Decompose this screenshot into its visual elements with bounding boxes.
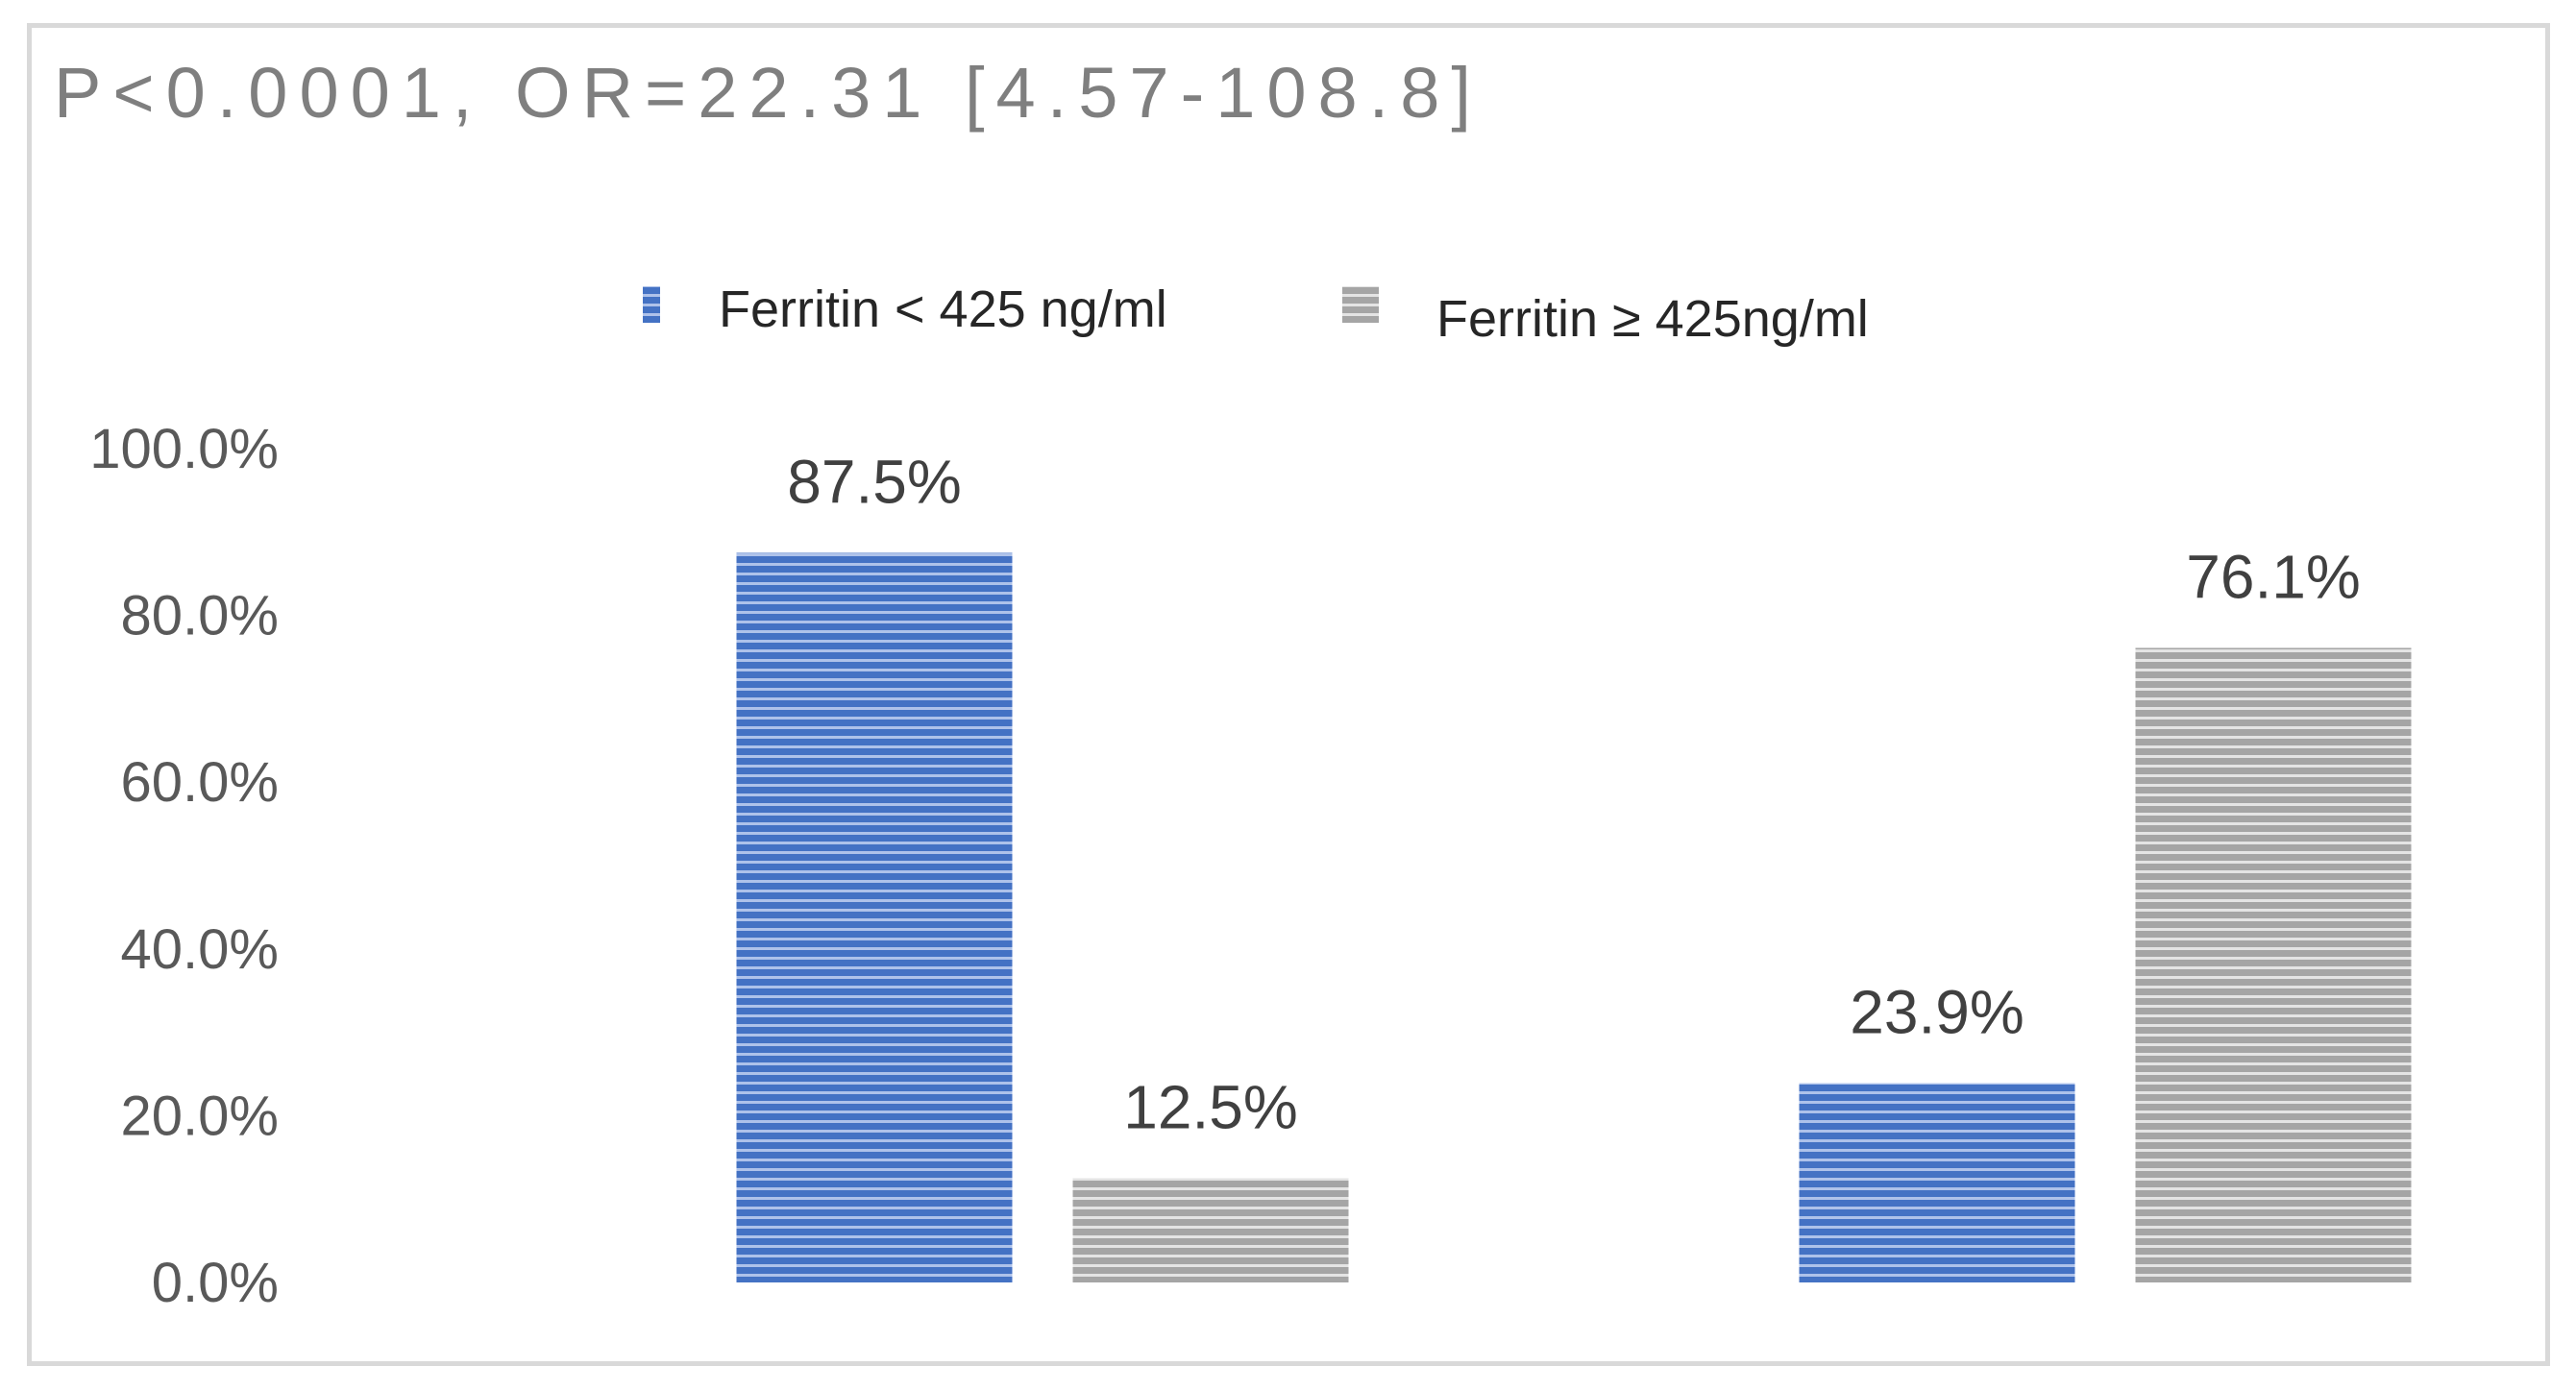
legend-swatch-series-2 bbox=[1342, 286, 1379, 323]
data-label-series-1-group-1: 87.5% bbox=[787, 448, 961, 517]
chart-frame bbox=[27, 23, 2550, 1366]
bar-series-1-group-1 bbox=[736, 552, 1013, 1282]
y-tick-label: 40.0% bbox=[121, 918, 279, 981]
data-label-series-2-group-2: 76.1% bbox=[2186, 542, 2360, 611]
legend-label-series-1: Ferritin < 425 ng/ml bbox=[719, 281, 1167, 338]
y-tick-label: 0.0% bbox=[152, 1252, 279, 1314]
chart-title: P<0.0001, OR=22.31 [4.57-108.8] bbox=[54, 53, 1483, 133]
y-tick-label: 20.0% bbox=[121, 1085, 279, 1147]
bar-series-2-group-1 bbox=[1072, 1178, 1349, 1282]
legend-swatch-series-1 bbox=[643, 286, 660, 323]
legend-label-series-2: Ferritin ≥ 425ng/ml bbox=[1436, 290, 1869, 348]
bars bbox=[736, 552, 2412, 1282]
bar-series-2-group-2 bbox=[2135, 647, 2412, 1282]
legend: Ferritin < 425 ng/ml Ferritin ≥ 425ng/ml bbox=[643, 281, 1869, 348]
data-label-series-1-group-2: 23.9% bbox=[1850, 978, 2024, 1047]
y-tick-label: 60.0% bbox=[121, 751, 279, 814]
bar-series-1-group-2 bbox=[1799, 1083, 2075, 1282]
data-labels: 87.5% 23.9% 12.5% 76.1% bbox=[787, 448, 2360, 1142]
y-axis: 0.0% 20.0% 40.0% 60.0% 80.0% 100.0% bbox=[89, 418, 279, 1314]
y-tick-label: 80.0% bbox=[121, 585, 279, 647]
y-tick-label: 100.0% bbox=[89, 418, 279, 480]
data-label-series-2-group-1: 12.5% bbox=[1123, 1073, 1297, 1142]
